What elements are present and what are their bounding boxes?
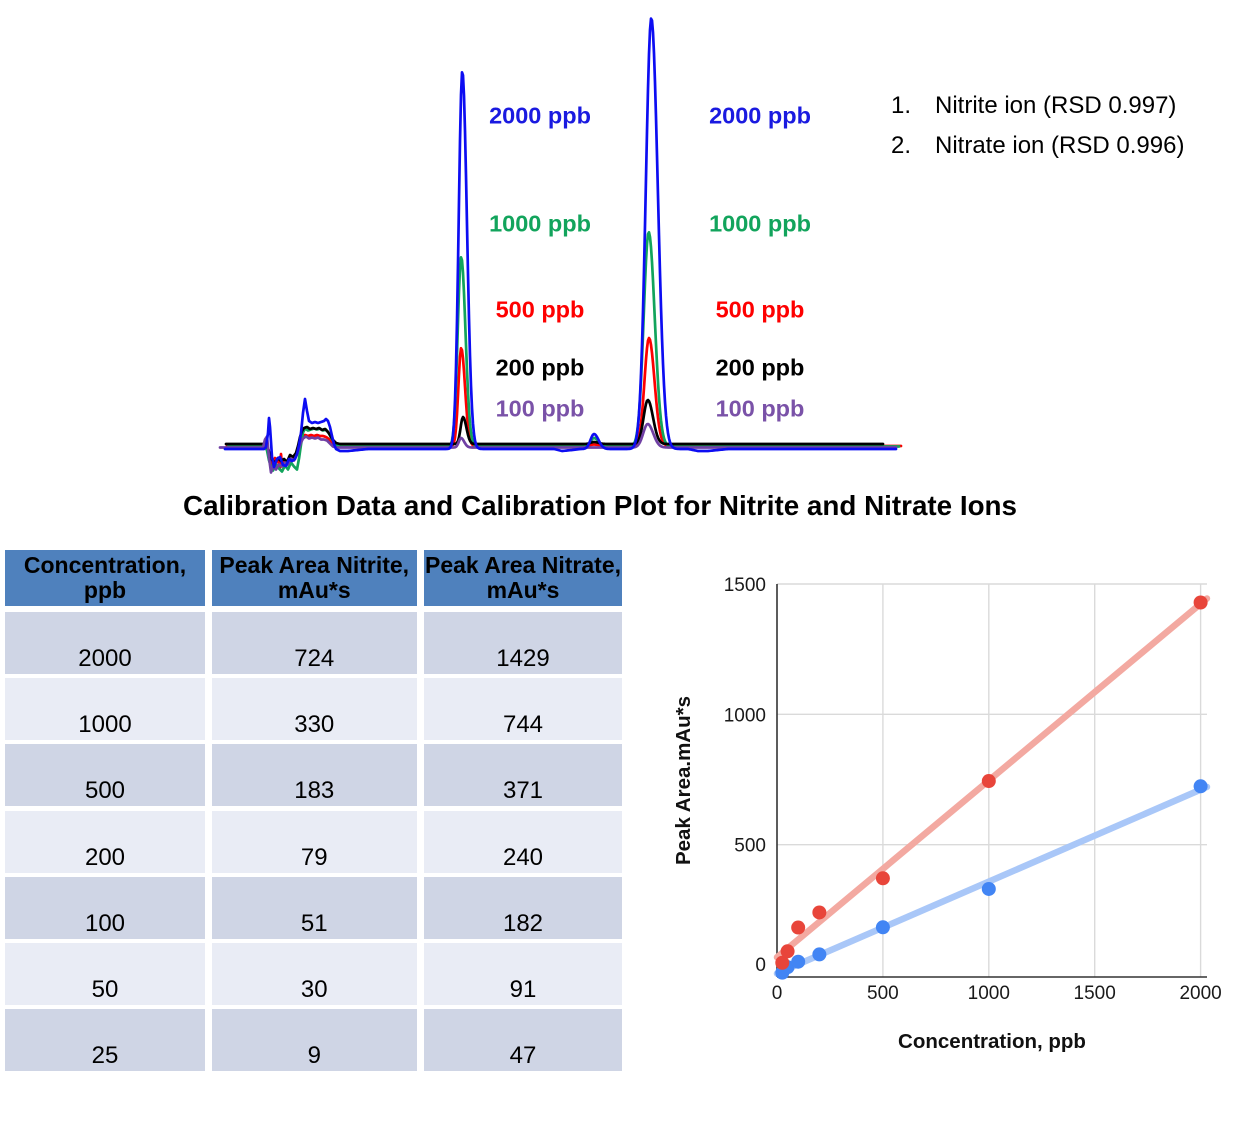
data-point-500-371 xyxy=(875,871,890,886)
table-cell-r0-c0: 2000 xyxy=(5,612,205,674)
table-cell-r0-c2: 1429 xyxy=(424,612,622,674)
x-tick-label-1000: 1000 xyxy=(968,983,1010,1004)
table-cell-r6-c0: 25 xyxy=(5,1009,205,1072)
table-cell-r4-c1: 51 xyxy=(211,876,417,939)
legend-number: 1. xyxy=(891,92,912,119)
y-axis-title: Peak Area.mAu*s xyxy=(672,696,695,865)
chromatogram-trace-100-ppb xyxy=(218,422,898,474)
data-point-200-240 xyxy=(812,905,827,920)
concentration-label-nitrate-200-ppb: 200 ppb xyxy=(715,354,805,380)
data-point-25-47 xyxy=(775,955,790,970)
concentration-label-nitrate-100-ppb: 100 ppb xyxy=(715,395,805,422)
chromatogram-trace-2000-ppb xyxy=(223,17,898,469)
data-point-1000-330 xyxy=(981,881,996,896)
x-tick-label-0: 0 xyxy=(772,983,783,1004)
data-point-500-183 xyxy=(875,920,890,935)
x-tick-label-2000: 2000 xyxy=(1179,983,1221,1004)
concentration-label-nitrite-100-ppb: 100 ppb xyxy=(495,395,585,422)
table-cell-r1-c2: 744 xyxy=(424,678,622,741)
table-cell-r5-c0: 50 xyxy=(5,943,205,1005)
legend-text: Nitrite ion (RSD 0.997) xyxy=(935,92,1177,119)
data-point-100-182 xyxy=(791,920,806,935)
data-point-2000-724 xyxy=(1193,779,1208,794)
data-point-2000-1429 xyxy=(1193,595,1208,610)
concentration-label-nitrate-1000-ppb: 1000 ppb xyxy=(709,210,811,237)
y-tick-label-0: 0 xyxy=(755,955,766,976)
table-header-concentration: Concentration, ppb xyxy=(5,550,205,606)
concentration-label-nitrite-500-ppb: 500 ppb xyxy=(495,296,585,322)
header-line: Peak Area Nitrate, xyxy=(424,552,622,578)
chromatogram-plot xyxy=(218,17,903,474)
table-cell-r3-c2: 240 xyxy=(424,810,622,873)
concentration-label-nitrate-500-ppb: 500 ppb xyxy=(715,296,805,322)
data-point-1000-744 xyxy=(981,774,996,789)
table-cell-r5-c2: 91 xyxy=(424,943,622,1005)
table-cell-r1-c0: 1000 xyxy=(5,678,205,741)
figure-title: Calibration Data and Calibration Plot fo… xyxy=(183,490,1017,521)
table-cell-r4-c2: 182 xyxy=(424,876,622,939)
concentration-label-nitrite-2000-ppb: 2000 ppb xyxy=(489,102,591,129)
calibration-table: Concentration, ppb Peak Area Nitrite, mA… xyxy=(5,550,622,1072)
peak-legend: 1. Nitrite ion (RSD 0.997) 2. Nitrate io… xyxy=(891,86,1184,166)
data-point-100-51 xyxy=(791,954,806,969)
header-line: Concentration, xyxy=(23,552,187,578)
table-cell-r1-c1: 330 xyxy=(211,678,417,741)
table-cell-r3-c0: 200 xyxy=(5,810,205,873)
data-point-200-79 xyxy=(812,947,827,962)
x-tick-label-1500: 1500 xyxy=(1074,983,1116,1004)
calibration-plot: 0 500 1000 1500 0 500 1000 1500 2000 Concentratio… xyxy=(672,575,1222,1053)
table-cell-r2-c1: 183 xyxy=(211,744,417,807)
table-header-peak-area-nitrite: Peak Area Nitrite, mAu*s xyxy=(211,550,417,606)
concentration-label-nitrate-2000-ppb: 2000 ppb xyxy=(709,102,811,129)
table-header-peak-area-nitrate: Peak Area Nitrate, mAu*s xyxy=(424,550,622,606)
chromatogram-trace-200-ppb xyxy=(224,398,885,465)
header-line: mAu*s xyxy=(486,577,560,603)
table-cell-r2-c0: 500 xyxy=(5,744,205,807)
table-cell-r4-c0: 100 xyxy=(5,876,205,939)
y-tick-label-1500: 1500 xyxy=(724,575,766,596)
data-point-50-91 xyxy=(780,944,795,959)
table-cell-r3-c1: 79 xyxy=(211,810,417,873)
table-cell-r5-c1: 30 xyxy=(211,943,417,1005)
x-tick-label-500: 500 xyxy=(867,983,899,1004)
concentration-label-nitrite-200-ppb: 200 ppb xyxy=(495,354,585,380)
legend-number: 2. xyxy=(891,132,912,159)
concentration-label-nitrite-1000-ppb: 1000 ppb xyxy=(489,210,591,237)
table-cell-r6-c1: 9 xyxy=(211,1009,417,1072)
legend-item-nitrite: 1. Nitrite ion (RSD 0.997) xyxy=(891,86,1184,126)
header-line: Peak Area Nitrite, xyxy=(219,552,410,578)
table-cell-r0-c1: 724 xyxy=(211,612,417,674)
chromatogram-trace-1000-ppb xyxy=(226,230,901,473)
trendline-#4285f4 xyxy=(773,783,1211,977)
x-axis-title: Concentration, ppb xyxy=(898,1030,1086,1053)
y-tick-label-1000: 1000 xyxy=(724,705,766,726)
header-line: ppb xyxy=(83,577,127,603)
legend-text: Nitrate ion (RSD 0.996) xyxy=(935,132,1185,159)
header-line: mAu*s xyxy=(277,577,351,603)
table-cell-r6-c2: 47 xyxy=(424,1009,622,1072)
legend-item-nitrate: 2. Nitrate ion (RSD 0.996) xyxy=(891,126,1184,166)
y-tick-label-500: 500 xyxy=(734,836,766,857)
table-cell-r2-c2: 371 xyxy=(424,744,622,807)
